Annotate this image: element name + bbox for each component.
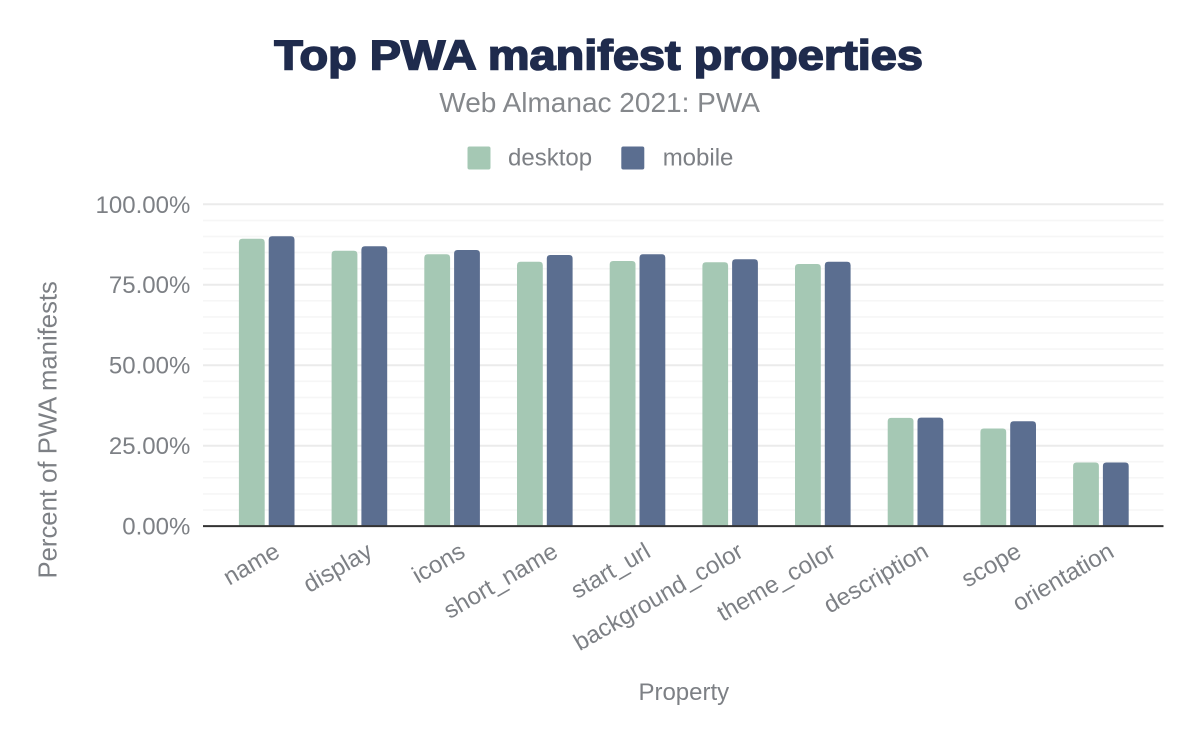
svg-text:0.00%: 0.00% bbox=[122, 514, 190, 541]
svg-text:Top PWA manifest properties: Top PWA manifest properties bbox=[274, 33, 923, 79]
svg-text:100.00%: 100.00% bbox=[96, 192, 191, 219]
svg-text:25.00%: 25.00% bbox=[109, 433, 190, 460]
svg-text:mobile: mobile bbox=[663, 144, 734, 171]
svg-text:50.00%: 50.00% bbox=[109, 353, 190, 380]
svg-text:75.00%: 75.00% bbox=[109, 272, 190, 299]
svg-text:Property: Property bbox=[638, 679, 729, 706]
svg-text:Percent of PWA manifests: Percent of PWA manifests bbox=[35, 281, 63, 578]
svg-text:desktop: desktop bbox=[508, 144, 592, 171]
svg-text:Web Almanac 2021: PWA: Web Almanac 2021: PWA bbox=[439, 87, 760, 118]
